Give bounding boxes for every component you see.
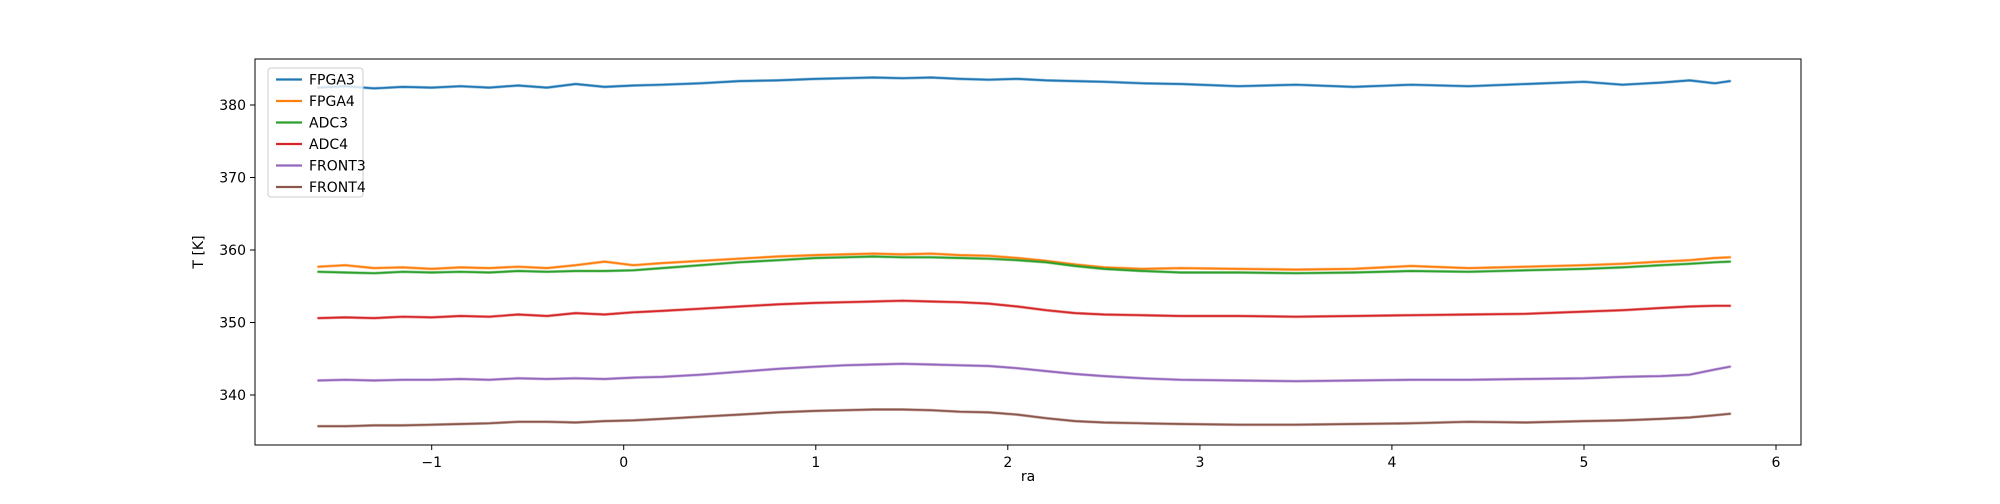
legend-label-FPGA3: FPGA3 xyxy=(309,73,355,89)
legend-label-ADC4: ADC4 xyxy=(309,137,348,153)
legend: FPGA3 FPGA4 ADC3 ADC4 FRONT3 FRONT4 xyxy=(267,67,366,198)
legend-label-FRONT4: FRONT4 xyxy=(309,180,366,196)
y-tick-label-380: 380 xyxy=(219,98,246,114)
x-tick-label-2: 2 xyxy=(1003,455,1012,471)
x-tick-label-0: 0 xyxy=(619,455,628,471)
y-axis-label: T [K] xyxy=(191,235,207,269)
y-tick-label-370: 370 xyxy=(219,171,246,187)
y-tick-label-340: 340 xyxy=(219,388,246,404)
series-FRONT4-halo xyxy=(316,408,1732,428)
axes-frame xyxy=(254,58,1802,446)
series-ADC3-line xyxy=(317,255,1731,275)
series-FPGA3-line xyxy=(317,76,1731,90)
y-tick-label-360: 360 xyxy=(219,243,246,259)
legend-label-FRONT3: FRONT3 xyxy=(309,159,366,175)
y-axis: 340 350 360 370 380 xyxy=(219,98,255,404)
legend-label-ADC3: ADC3 xyxy=(309,116,348,132)
series-FPGA4-line xyxy=(317,252,1731,271)
y-tick-label-350: 350 xyxy=(219,316,246,332)
plot-lines xyxy=(316,76,1732,428)
series-ADC4-line xyxy=(317,299,1731,319)
series-FRONT4-line xyxy=(317,408,1731,428)
x-tick-label-6: 6 xyxy=(1772,455,1781,471)
series-FRONT3-line xyxy=(317,362,1731,383)
x-axis: −1 0 1 2 3 4 5 6 xyxy=(421,445,1781,471)
x-axis-label: ra xyxy=(1021,469,1035,485)
x-tick-label-5: 5 xyxy=(1580,455,1589,471)
x-tick-label-1: 1 xyxy=(811,455,820,471)
legend-label-FPGA4: FPGA4 xyxy=(309,94,355,110)
x-tick-label--1: −1 xyxy=(421,455,442,471)
x-tick-label-3: 3 xyxy=(1195,455,1204,471)
x-tick-label-4: 4 xyxy=(1387,455,1396,471)
legend-items: FPGA3 FPGA4 ADC3 ADC4 FRONT3 FRONT4 xyxy=(276,73,366,196)
